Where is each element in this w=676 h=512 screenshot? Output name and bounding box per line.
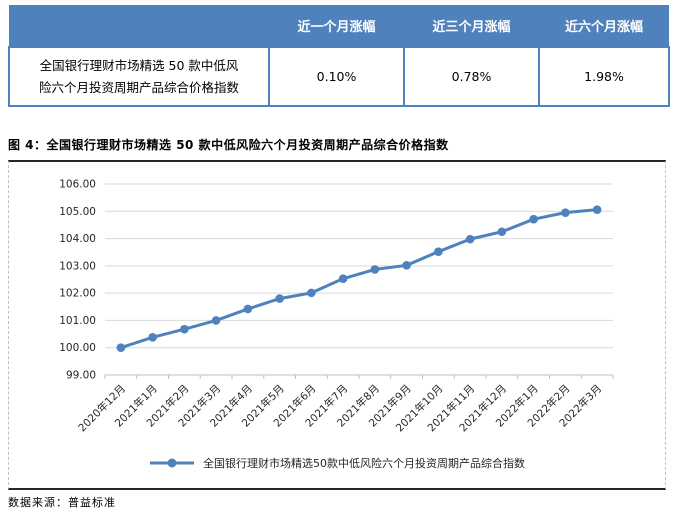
- data-point-marker: [243, 304, 253, 314]
- y-axis-tick-label: 104.00: [59, 233, 96, 245]
- table-value-3m: 0.78%: [403, 46, 540, 107]
- chart-legend: 全国银行理财市场精选50款中低风险六个月投资周期产品综合指数: [9, 452, 665, 474]
- legend-marker-icon: [150, 458, 194, 468]
- data-point-marker: [465, 234, 475, 244]
- data-source-note: 数据来源：普益标准: [8, 496, 116, 509]
- y-axis-tick-label: 103.00: [59, 260, 96, 272]
- data-point-marker: [370, 265, 380, 274]
- data-point-marker: [338, 274, 348, 283]
- data-point-marker: [275, 294, 284, 303]
- table-header-6m: 近六个月涨幅: [539, 5, 669, 47]
- figure-title: 图 4：全国银行理财市场精选 50 款中低风险六个月投资周期产品综合价格指数: [8, 138, 449, 152]
- data-point-marker: [592, 205, 602, 214]
- table-row-label: 全国银行理财市场精选 50 款中低风险六个月投资周期产品综合价格指数: [8, 46, 270, 107]
- data-point-marker: [497, 227, 507, 237]
- summary-table: 近一个月涨幅 近三个月涨幅 近六个月涨幅 全国银行理财市场精选 50 款中低风险…: [8, 5, 670, 107]
- data-point-marker: [180, 324, 189, 334]
- data-point-marker: [148, 333, 157, 342]
- data-point-marker: [529, 214, 538, 224]
- chart-box: 99.00 100.00 101.00 102.00 103.00 104.00 105.0…: [8, 160, 666, 490]
- y-axis-tick-label: 101.00: [59, 315, 96, 327]
- data-point-marker: [116, 343, 126, 353]
- line-chart-svg: 99.00 100.00 101.00 102.00 103.00 104.00 105.0…: [59, 179, 614, 434]
- data-point-marker: [211, 316, 221, 325]
- table-header-3m: 近三个月涨幅: [404, 5, 539, 47]
- data-point-marker: [434, 247, 443, 256]
- y-axis-tick-label: 99.00: [66, 370, 96, 382]
- table-value-1m: 0.10%: [268, 46, 405, 107]
- y-axis-tick-label: 105.00: [59, 206, 96, 218]
- table-value-6m: 1.98%: [538, 46, 670, 107]
- table-header-row: 近一个月涨幅 近三个月涨幅 近六个月涨幅: [9, 5, 669, 47]
- data-point-marker: [561, 208, 570, 217]
- y-axis-tick-label: 102.00: [59, 288, 96, 300]
- table-corner-cell: [9, 5, 269, 47]
- data-point-marker: [402, 261, 411, 270]
- data-point-marker: [307, 288, 316, 298]
- y-axis-tick-label: 106.00: [59, 179, 96, 191]
- table-row: 全国银行理财市场精选 50 款中低风险六个月投资周期产品综合价格指数 0.10%…: [8, 46, 670, 107]
- table-header-1m: 近一个月涨幅: [269, 5, 404, 47]
- y-axis-tick-label: 100.00: [59, 342, 96, 354]
- series-line: [119, 208, 599, 350]
- legend-label: 全国银行理财市场精选50款中低风险六个月投资周期产品综合指数: [203, 457, 525, 470]
